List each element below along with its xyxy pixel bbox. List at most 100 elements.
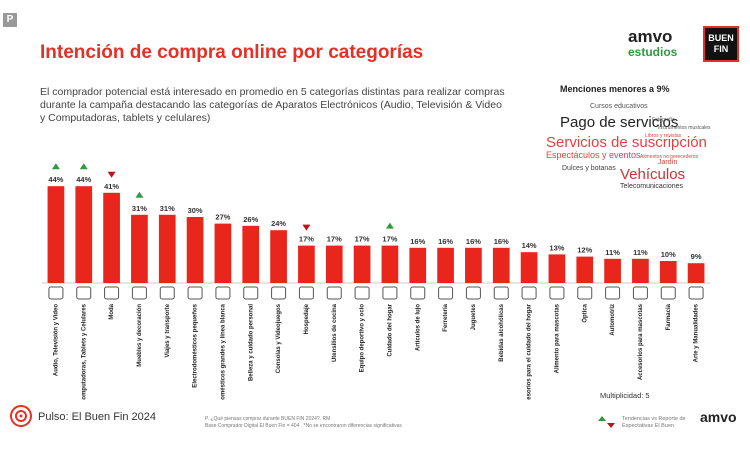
cloud-word: Fotografía xyxy=(652,117,675,123)
category-icon xyxy=(215,286,231,300)
bar xyxy=(186,217,204,283)
x-tick-label: Arte y Manualidades xyxy=(694,303,700,362)
legend-text: Tendencias vs Reporte de Expectativas El… xyxy=(622,416,686,429)
logo-text: FIN xyxy=(713,44,729,54)
trend-down xyxy=(107,171,116,178)
category-icon xyxy=(243,286,259,300)
cloud-word: Pago de servicios xyxy=(560,114,679,131)
x-tick-label: Óptica xyxy=(580,303,588,322)
category-icon xyxy=(660,286,676,300)
cloud-word: Alimentos no perecederos xyxy=(640,154,699,160)
x-tick-label: Automotriz xyxy=(610,304,616,336)
bar xyxy=(47,186,65,283)
value-label: 30% xyxy=(188,206,203,215)
category-icon xyxy=(577,286,593,300)
value-label: 44% xyxy=(76,175,91,184)
category-icon xyxy=(131,286,147,300)
x-tick-label: Artículos de lujo xyxy=(415,304,421,351)
value-label: 16% xyxy=(466,237,481,246)
bar xyxy=(520,252,538,283)
logo-amvo: amvo xyxy=(628,27,673,46)
bar xyxy=(604,258,621,283)
category-icon xyxy=(271,286,287,300)
x-tick-label: Utensilios de cocina xyxy=(332,303,338,362)
category-icon xyxy=(605,286,621,300)
multiplicity: Multiplicidad: 5 xyxy=(600,391,650,400)
cloud-word: Instrumentos musicales xyxy=(658,125,711,131)
value-label: 11% xyxy=(633,248,648,257)
chart: 44% Audio, Televisión y Video 44% Computado… xyxy=(42,163,710,400)
x-tick-label: Alimento para mascotas xyxy=(554,303,560,373)
category-icon xyxy=(76,286,92,300)
bar xyxy=(325,245,343,283)
value-label: 9% xyxy=(691,252,702,261)
bar xyxy=(242,225,260,283)
value-label: 11% xyxy=(605,248,620,257)
footnote: P. ¿Qué piensas comprar durante BUEN FIN… xyxy=(205,416,331,422)
logo-amvo-footer: amvo xyxy=(700,409,737,425)
bar xyxy=(437,247,454,283)
category-icon xyxy=(410,286,426,300)
value-label: 44% xyxy=(48,175,63,184)
category-icon xyxy=(438,286,454,300)
cloud-word: Cursos educativos xyxy=(590,103,648,110)
value-label: 31% xyxy=(160,204,175,213)
value-label: 17% xyxy=(382,235,397,244)
bar xyxy=(409,247,427,283)
logo-estudios: estudios xyxy=(628,45,678,59)
bar xyxy=(214,223,232,283)
chart-title: Intención de compra online por categoría… xyxy=(40,42,424,63)
x-tick-label: Consolas y Videojuegos xyxy=(276,303,282,373)
x-tick-label: Juguetes xyxy=(471,303,477,330)
bar xyxy=(381,245,399,283)
category-icon xyxy=(493,286,509,300)
value-label: 16% xyxy=(438,237,453,246)
x-tick-label: Equipo deportivo y ocio xyxy=(360,304,366,373)
value-label: 41% xyxy=(104,182,119,191)
cloud-word: Jardín xyxy=(658,159,678,166)
bar xyxy=(687,263,705,283)
value-label: 10% xyxy=(661,250,676,259)
value-label: 17% xyxy=(299,235,314,244)
x-tick-label: Hospedaje xyxy=(304,303,310,334)
category-icon xyxy=(688,286,704,300)
category-icon xyxy=(104,286,120,300)
x-tick-label: Electrodomésticos pequeños xyxy=(193,303,199,387)
category-icon xyxy=(48,286,64,300)
value-label: 24% xyxy=(271,219,286,228)
bar xyxy=(659,261,677,283)
subtitle: El comprador potencial está interesado e… xyxy=(40,86,505,124)
x-tick-label: Ferretería xyxy=(443,303,449,331)
cloud-word: Libros y revistas xyxy=(645,133,682,139)
x-tick-label: Farmacia xyxy=(666,303,672,330)
word-cloud: Cursos educativos Pago de servicios Fotogr… xyxy=(540,95,711,195)
cloud-word: Vehículos xyxy=(620,166,686,183)
bar xyxy=(353,245,371,283)
category-icon xyxy=(159,286,175,300)
value-label: 27% xyxy=(215,213,230,222)
bar xyxy=(465,247,482,283)
bar xyxy=(548,254,566,283)
logo-text: BUEN xyxy=(708,33,734,43)
value-label: 14% xyxy=(522,241,537,250)
category-icon xyxy=(549,286,565,300)
x-tick-label: Accesorios para mascotas xyxy=(638,303,644,380)
footnote: Base Comprador Digital El Buen Fin = 404… xyxy=(205,423,402,429)
category-icon xyxy=(521,286,537,300)
cloud-title: Menciones menores a 9% xyxy=(560,84,670,94)
value-label: 16% xyxy=(410,237,425,246)
legend-icon xyxy=(598,416,615,428)
trend-down xyxy=(302,224,311,231)
value-label: 17% xyxy=(355,235,370,244)
x-tick-label: Audio, Televisión y Video xyxy=(53,304,59,376)
category-icon xyxy=(382,286,398,300)
category-icon xyxy=(187,286,203,300)
bar xyxy=(75,186,93,283)
category-icon xyxy=(326,286,342,300)
value-label: 31% xyxy=(132,204,147,213)
logo-buenfin: BUEN FIN xyxy=(703,26,739,62)
bar xyxy=(131,214,148,283)
cloud-word: Servicios de suscripción xyxy=(546,134,707,151)
x-tick-label: Bebidas alcohólicas xyxy=(499,303,505,361)
